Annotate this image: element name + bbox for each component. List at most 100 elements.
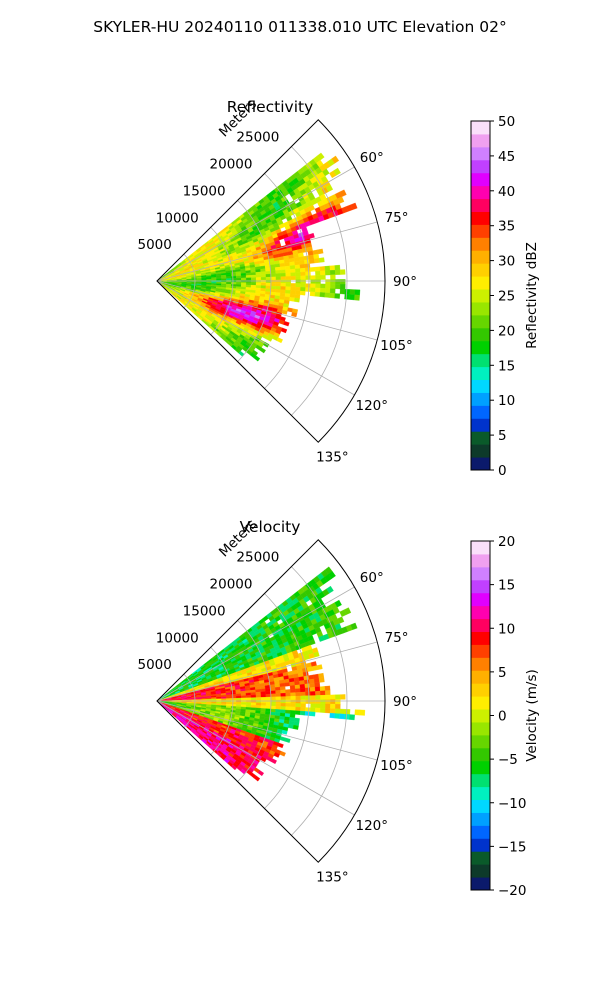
radar-gate [330, 274, 336, 280]
range-tick-label: 10000 [156, 210, 199, 226]
radar-gate [241, 282, 247, 286]
radar-gate [280, 692, 286, 697]
radar-gate [260, 285, 267, 289]
radar-gate [328, 571, 336, 579]
radar-gate [279, 266, 286, 271]
radar-gate [294, 710, 301, 715]
radar-gate [310, 699, 316, 704]
radar-gate [310, 707, 316, 713]
radar-gate [231, 278, 237, 281]
radar-gate [281, 309, 288, 315]
radar-gate [294, 297, 300, 303]
radar-gate [310, 691, 316, 696]
radar-gate [245, 692, 252, 696]
radar-gates [156, 152, 361, 362]
radar-gate [226, 696, 232, 699]
radar-gate [280, 272, 286, 277]
radar-gate [260, 702, 267, 706]
radar-gate [299, 710, 306, 716]
radar-gate [275, 696, 282, 701]
radar-gate [330, 283, 336, 289]
radar-gate [305, 283, 311, 288]
colorbar-swatch [471, 734, 490, 749]
radar-gate [270, 282, 277, 287]
colorbar-swatch [471, 657, 490, 671]
radar-gate [260, 271, 267, 275]
radar-gate [277, 742, 284, 749]
radar-gate [201, 279, 207, 281]
radar-gate [211, 278, 217, 281]
radar-gate [240, 275, 247, 279]
radar-gate [305, 287, 311, 292]
radar-gate [294, 264, 301, 270]
radar-gate [292, 724, 299, 730]
radar-gate [285, 276, 291, 281]
radar-gate [325, 690, 331, 696]
radar-gate [329, 265, 336, 271]
radar-gate [260, 699, 267, 704]
radar-gate [260, 705, 267, 709]
colorbar-swatch [471, 366, 490, 381]
radar-gate [304, 711, 311, 716]
radar-gate [315, 707, 321, 713]
radar-gate [320, 274, 326, 280]
radar-gate [300, 687, 306, 693]
colorbar-swatch [471, 379, 490, 393]
colorbar: −20 −15 −10 −5 0 5 10 15 20 Velocity (m/s) [470, 534, 540, 899]
radar-gate [313, 678, 320, 684]
radar-gate [270, 267, 276, 272]
colorbar-swatch [471, 353, 490, 368]
radar-gate [250, 702, 257, 706]
colorbar-swatch [471, 696, 490, 710]
radar-gate [290, 283, 296, 288]
colorbar-tick-label: 35 [498, 219, 515, 235]
radar-gate [359, 709, 366, 716]
colorbar-swatch [471, 172, 490, 187]
radar-gate [231, 696, 237, 699]
radar-gate [333, 167, 341, 176]
colorbar-swatch [471, 418, 490, 432]
colorbar-tick-label: −15 [498, 839, 527, 855]
colorbar-swatch [471, 631, 490, 645]
colorbar-swatch [471, 314, 490, 329]
azimuth-spoke [156, 166, 355, 282]
range-tick-label: 10000 [156, 630, 199, 646]
radar-gate [280, 286, 286, 291]
radar-gate [295, 286, 301, 292]
radar-gate [291, 312, 298, 318]
colorbar-swatch [471, 146, 490, 161]
radar-gate [295, 688, 301, 693]
radar-gate [344, 289, 351, 295]
radar-gate [285, 703, 291, 707]
colorbar-swatch [471, 185, 490, 200]
radar-gate [270, 279, 277, 284]
radar-gate [255, 279, 262, 283]
radar-gate [299, 290, 306, 296]
radar-gate [324, 265, 331, 271]
radar-gate [313, 673, 320, 680]
angle-tick-label: 135° [316, 869, 349, 885]
radar-gate [335, 279, 341, 285]
radar-gate [308, 232, 315, 239]
radar-gate [309, 267, 316, 272]
radar-gate [320, 287, 326, 293]
radar-gate [206, 278, 212, 281]
radar-gate [236, 282, 242, 285]
radar-gate [251, 699, 257, 703]
radar-gate [294, 260, 300, 266]
radar-gate [255, 691, 262, 696]
radar-gate [315, 699, 321, 705]
colorbar-swatch [471, 592, 490, 607]
radar-gate [301, 247, 309, 253]
radar-gate [325, 270, 331, 276]
radar-gate [275, 702, 282, 707]
colorbar-swatch [471, 541, 490, 555]
radar-gate [275, 699, 282, 704]
angle-tick-label: 120° [356, 818, 389, 834]
radar-gate [255, 282, 262, 286]
radar-gate [266, 336, 273, 342]
radar-gate [265, 285, 272, 290]
radar-gate [299, 264, 306, 269]
colorbar-swatch [471, 211, 490, 225]
radar-gate [241, 697, 247, 701]
